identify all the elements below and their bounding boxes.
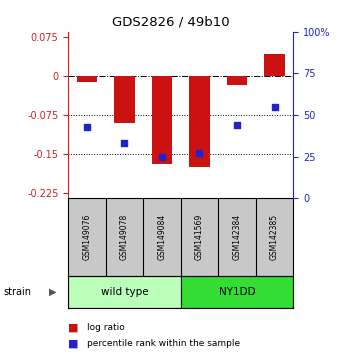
Point (122, 141, 127, 146)
Text: GSM149078: GSM149078 (120, 214, 129, 260)
Point (197, 150, 202, 156)
Point (272, 104, 277, 110)
Text: log ratio: log ratio (87, 323, 125, 332)
Bar (189, 76, 210, 167)
Text: wild type: wild type (101, 287, 148, 297)
Bar (68, 276, 181, 308)
Bar (181, 276, 293, 308)
Text: GSM141569: GSM141569 (195, 214, 204, 260)
Text: GSM142384: GSM142384 (233, 214, 241, 260)
Point (159, 154, 165, 159)
Bar (264, 54, 285, 76)
Bar (114, 76, 135, 123)
Text: ■: ■ (68, 322, 79, 332)
Text: GDS2826 / 49b10: GDS2826 / 49b10 (112, 16, 229, 29)
Text: strain: strain (3, 287, 31, 297)
Bar (227, 76, 247, 85)
Text: percentile rank within the sample: percentile rank within the sample (87, 339, 240, 348)
Bar (152, 76, 172, 165)
Text: GSM149076: GSM149076 (83, 214, 91, 261)
Text: GSM149084: GSM149084 (158, 214, 166, 260)
Point (234, 122, 240, 128)
Text: ▶: ▶ (49, 287, 57, 297)
Text: NY1DD: NY1DD (219, 287, 255, 297)
Bar (77, 76, 97, 82)
Text: ■: ■ (68, 338, 79, 348)
Point (84, 124, 90, 130)
Text: GSM142385: GSM142385 (270, 214, 279, 260)
